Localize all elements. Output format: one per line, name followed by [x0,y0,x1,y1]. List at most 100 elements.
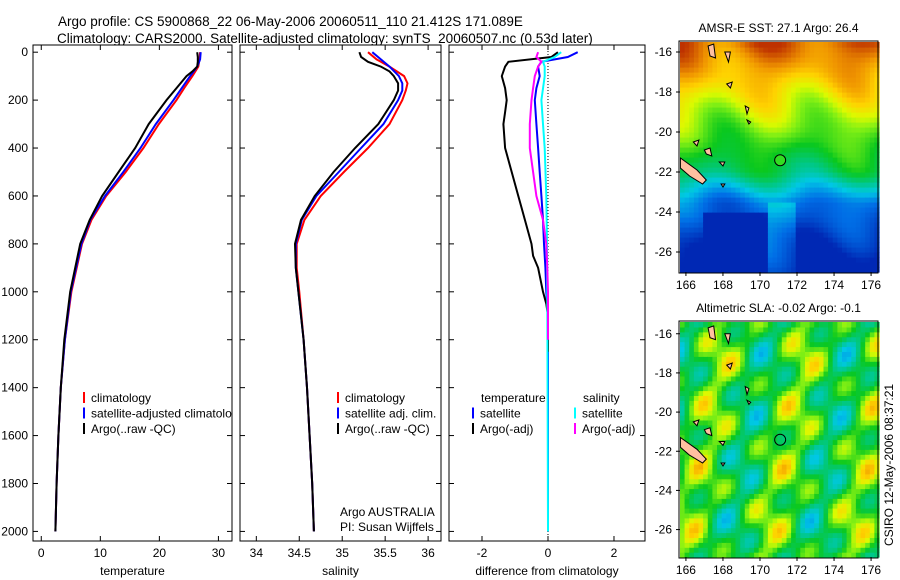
heatmap-cell [744,424,750,431]
heatmap-cell [786,107,792,113]
heatmap-cell [855,147,862,153]
heatmap-cell [809,537,815,543]
heatmap-cell [855,400,862,406]
heatmap-cell [809,172,815,178]
heatmap-cell [754,212,760,218]
heatmap-cell [693,127,700,133]
heatmap-cell [791,102,797,108]
heatmap-cell [698,87,704,93]
heatmap-cell [772,415,778,421]
heatmap-cell [754,419,760,426]
heatmap-cell [689,97,695,103]
heatmap-cell [749,152,755,158]
heatmap-cell [846,147,852,153]
heatmap-cell [846,257,852,263]
heatmap-cell [814,527,820,534]
heatmap-cell [809,87,815,93]
heatmap-cell [855,493,862,499]
heatmap-cell [865,162,871,168]
heatmap-cell [869,419,875,426]
heatmap-cell [730,232,737,238]
heatmap-cell [684,385,690,392]
heatmap-cell [800,356,806,362]
heatmap-cell [800,493,806,499]
heatmap-cell [842,527,848,534]
heatmap-cell [842,331,848,338]
heatmap-cell [809,385,815,392]
heatmap-cell [693,552,700,558]
heatmap-cell [744,232,750,238]
heatmap-cell [828,493,834,499]
heatmap-cell [855,361,862,367]
heatmap-cell [730,434,737,441]
heatmap-cell [814,326,820,333]
heatmap-cell [855,117,862,123]
heatmap-cell [869,336,875,343]
heatmap-cell [772,227,778,233]
heatmap-cell [832,390,838,396]
heatmap-cell [800,424,806,431]
heatmap-cell [791,322,797,328]
heatmap-cell [865,167,871,173]
heatmap-cell [735,42,741,48]
heatmap-cell [805,366,811,372]
heatmap-cell [781,102,787,108]
heatmap-cell [689,87,695,93]
heatmap-cell [828,527,834,534]
heatmap-cell [777,257,783,263]
heatmap-cell [712,415,718,421]
heatmap-cell [717,424,723,431]
heatmap-cell [777,547,783,553]
heatmap-cell [744,517,750,524]
heatmap-cell [809,419,815,426]
heatmap-cell [693,117,700,123]
heatmap-cell [777,232,783,238]
heatmap-cell [767,177,774,183]
heatmap-cell [842,122,848,128]
heatmap-cell [693,252,700,258]
heatmap-cell [869,454,875,460]
heatmap-cell [842,468,848,475]
heatmap-cell [707,522,713,529]
heatmap-cell [781,346,787,352]
heatmap-cell [874,257,880,263]
heatmap-cell [749,493,755,499]
heatmap-cell [717,385,723,392]
heatmap-cell [874,415,880,421]
heatmap-cell [763,322,769,328]
heatmap-cell [721,322,727,328]
heatmap-cell [865,341,871,348]
heatmap-cell [851,197,857,203]
heatmap-cell [800,252,806,258]
heatmap-cell [754,478,760,485]
argo-position-marker [774,433,787,446]
series-line-argo-raw-qc- [54,52,199,532]
heatmap-cell [772,247,778,253]
heatmap-cell [693,107,700,113]
heatmap-cell [832,227,838,233]
heatmap-cell [874,222,880,228]
heatmap-cell [791,449,797,455]
heatmap-cell [707,527,713,534]
heatmap-cell [707,478,713,485]
heatmap-cell [809,361,815,367]
heatmap-cell [763,262,769,268]
heatmap-cell [744,356,750,362]
heatmap-cell [786,434,792,441]
heatmap-cell [781,262,787,268]
heatmap-cell [818,117,825,123]
heatmap-cell [707,552,713,558]
heatmap-cell [703,552,709,558]
heatmap-cell [865,42,871,48]
heatmap-cell [781,380,787,387]
heatmap-cell [721,405,727,411]
heatmap-cell [795,385,801,392]
heatmap-cell [786,419,792,426]
heatmap-cell [740,356,746,362]
heatmap-cell [777,532,783,538]
heatmap-cell [712,132,718,138]
heatmap-cell [781,162,787,168]
heatmap-cell [717,87,723,93]
heatmap-cell [726,247,732,253]
heatmap-cell [860,375,866,382]
